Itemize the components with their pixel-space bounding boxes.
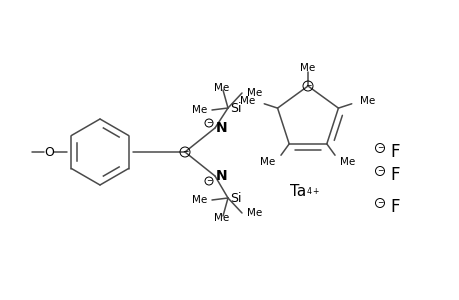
Text: −: − [376,167,382,176]
Text: Me: Me [191,105,207,115]
Text: Me: Me [340,158,355,167]
Text: F: F [389,166,398,184]
Text: −: − [376,199,382,208]
Text: Me: Me [214,83,229,93]
Text: F: F [389,143,398,161]
Text: F: F [389,198,398,216]
Text: O: O [44,146,54,158]
Text: Me: Me [191,195,207,205]
Text: Si: Si [230,101,241,115]
Text: −: − [205,176,212,185]
Text: N: N [216,121,227,135]
Text: Me: Me [359,96,375,106]
Text: $^{4+}$: $^{4+}$ [305,187,319,197]
Text: −: − [376,143,382,152]
Text: Si: Si [230,191,241,205]
Text: −: − [205,118,212,127]
Text: Ta: Ta [289,184,306,200]
Text: −: − [181,148,188,157]
Text: −: − [304,82,310,91]
Text: Me: Me [240,96,255,106]
Text: Me: Me [246,88,262,98]
Text: N: N [216,169,227,183]
Text: Me: Me [246,208,262,218]
Text: Me: Me [260,158,275,167]
Text: Me: Me [300,63,315,73]
Text: Me: Me [214,213,229,223]
